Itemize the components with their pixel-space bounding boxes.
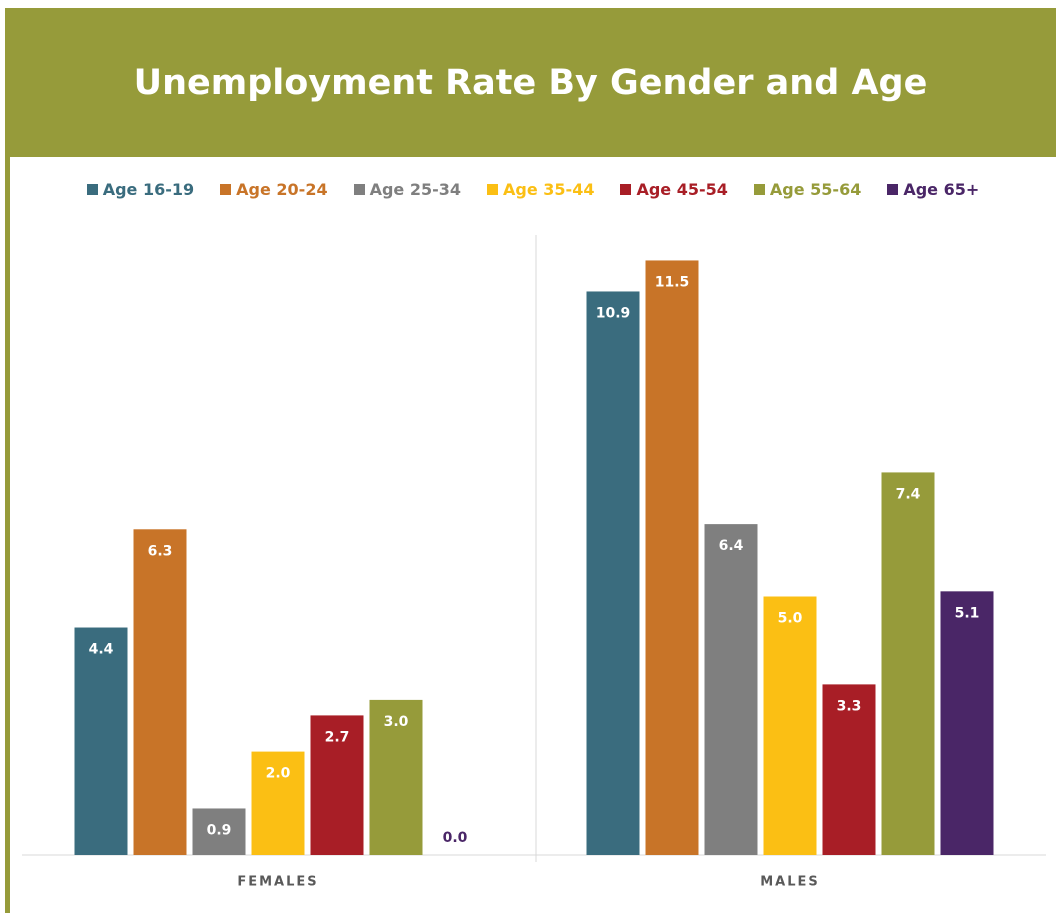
value-label: 2.0 (266, 766, 291, 782)
bar (586, 291, 640, 856)
legend-label: Age 20-24 (236, 180, 328, 199)
value-label: 7.4 (896, 486, 921, 502)
legend-swatch (86, 184, 98, 195)
legend-swatch (220, 184, 232, 195)
legend-swatch (620, 184, 632, 195)
legend-label: Age 16-19 (102, 180, 195, 199)
bar (192, 808, 246, 855)
value-label: 6.4 (719, 538, 744, 554)
value-label: 5.0 (778, 611, 803, 627)
value-label: 6.3 (148, 543, 173, 559)
bar (310, 715, 364, 855)
value-label: 3.0 (384, 714, 409, 730)
bar (763, 596, 817, 855)
legend-item: Age 20-24 (220, 180, 328, 199)
header: Unemployment Rate By Gender and Age (5, 8, 1056, 157)
bar (74, 627, 128, 855)
side-bar (5, 157, 10, 913)
bar (133, 529, 187, 855)
legend-label: Age 55-64 (769, 180, 862, 199)
legend-swatch (887, 184, 899, 195)
bar (645, 260, 699, 855)
legend-swatch (487, 184, 499, 195)
legend-item: Age 45-54 (620, 180, 728, 199)
legend-swatch (753, 184, 765, 195)
value-label: 5.1 (955, 605, 980, 621)
legend-swatch (353, 184, 365, 195)
legend-item: Age 35-44 (487, 180, 594, 199)
legend-label: Age 25-34 (369, 180, 462, 199)
x-tick-label: MALES (760, 875, 820, 890)
bar (881, 472, 935, 855)
bar (251, 751, 305, 855)
value-label: 10.9 (596, 305, 631, 321)
legend-label: Age 45-54 (636, 180, 728, 199)
legend: Age 16-19 Age 20-24 Age 25-34 Age 35-44 Age … (10, 180, 1056, 199)
x-tick-label: FEMALES (237, 875, 318, 890)
legend-item: Age 65+ (887, 180, 979, 199)
bar (704, 524, 758, 855)
legend-label: Age 35-44 (503, 180, 595, 199)
value-label: 2.7 (325, 729, 350, 745)
bar (369, 699, 423, 855)
value-label: 4.4 (89, 642, 114, 658)
legend-item: Age 25-34 (353, 180, 462, 199)
bar (940, 591, 994, 855)
chart-title: Unemployment Rate By Gender and Age (133, 62, 928, 103)
bar (822, 684, 876, 855)
value-label: 3.3 (837, 698, 862, 714)
value-label: 11.5 (655, 274, 690, 290)
legend-label: Age 65+ (903, 180, 980, 199)
value-label: 0.9 (207, 822, 232, 838)
value-label: 0.0 (443, 830, 468, 846)
legend-item: Age 55-64 (753, 180, 862, 199)
legend-item: Age 16-19 (86, 180, 195, 199)
